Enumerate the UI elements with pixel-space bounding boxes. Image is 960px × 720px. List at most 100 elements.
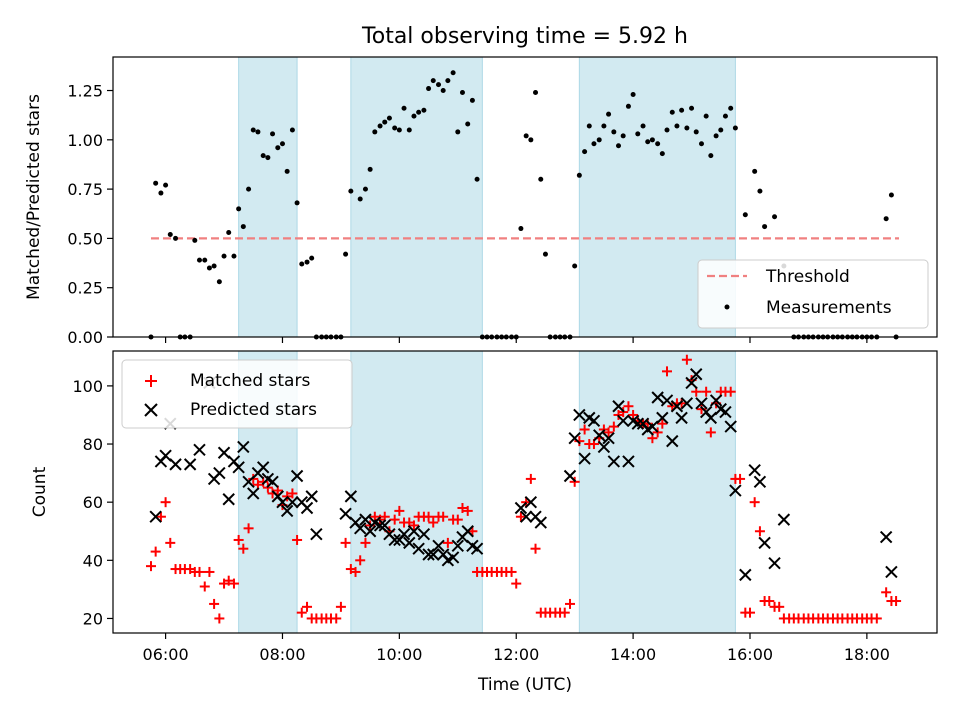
measurement-point — [294, 200, 300, 206]
matched-star-point — [515, 511, 526, 522]
bottom-y-tick-label: 20 — [83, 609, 103, 628]
predicted-star-point — [256, 461, 270, 474]
measurement-point — [430, 78, 436, 84]
measurement-point — [416, 109, 422, 115]
predicted-star-point — [412, 542, 425, 555]
predicted-star-point — [222, 493, 235, 506]
measurement-point — [689, 105, 695, 111]
predicted-star-point — [193, 443, 206, 457]
predicted-star-point — [578, 452, 591, 465]
matched-star-point — [340, 537, 351, 548]
matched-star-point — [608, 421, 619, 432]
bottom-y-tick-label: 80 — [83, 435, 103, 454]
predicted-star-point — [388, 533, 401, 547]
predicted-star-point — [276, 495, 289, 509]
measurement-point — [411, 113, 417, 119]
top-y-axis-label: Matched/Predicted stars — [24, 94, 44, 300]
matched-star-point — [657, 418, 668, 429]
measurement-point — [348, 188, 354, 194]
predicted-star-point — [514, 501, 528, 515]
measurement-point — [158, 190, 164, 196]
predicted-star-point — [339, 507, 352, 521]
measurement-point — [167, 231, 173, 237]
matched-star-point — [452, 514, 463, 525]
predicted-stars-series — [149, 368, 898, 582]
measurement-point — [216, 279, 222, 285]
predicted-star-point — [169, 458, 182, 471]
matched-star-point — [891, 596, 902, 607]
measurement-point — [474, 176, 480, 182]
legend-measurements-label: Measurements — [766, 298, 892, 318]
measurement-point — [246, 186, 252, 192]
predicted-star-point — [568, 432, 581, 445]
predicted-star-point — [597, 440, 611, 454]
predicted-star-point — [286, 495, 299, 509]
predicted-star-point — [149, 510, 162, 523]
matched-star-point — [233, 534, 244, 545]
legend-threshold-label: Threshold — [765, 267, 850, 287]
predicted-star-point — [685, 376, 698, 390]
predicted-star-point — [777, 513, 791, 526]
predicted-star-point — [748, 463, 761, 477]
measurement-point — [523, 133, 529, 139]
measurement-point — [469, 97, 475, 103]
measurement-point — [606, 111, 612, 117]
bottom-legend-frame — [121, 359, 353, 429]
top-y-tick-label: 1.00 — [67, 131, 103, 150]
matched-star-point — [302, 601, 313, 612]
measurement-point — [625, 103, 631, 109]
measurement-point — [445, 78, 451, 84]
measurement-point — [465, 121, 471, 127]
bottom-axes-frame — [112, 350, 938, 634]
matched-star-point — [296, 607, 307, 618]
measurement-point — [153, 180, 159, 186]
measurement-point — [708, 153, 714, 159]
x-tick-label: 12:00 — [493, 645, 539, 664]
predicted-star-point — [695, 397, 708, 410]
predicted-star-point — [432, 539, 445, 552]
predicted-star-point — [753, 475, 767, 489]
measurement-point — [533, 89, 539, 95]
matched-star-point — [442, 537, 453, 548]
predicted-star-point — [622, 455, 635, 468]
measurement-point — [284, 168, 290, 174]
measurement-point — [250, 127, 256, 133]
matched-star-point — [214, 613, 225, 624]
matched-star-point — [603, 427, 614, 438]
legend-matched-swatch — [145, 375, 157, 387]
matched-star-point — [725, 386, 736, 397]
measurement-point — [538, 176, 544, 182]
measurement-point — [883, 216, 889, 222]
measurement-point — [674, 123, 680, 129]
predicted-star-point — [422, 548, 435, 561]
measurement-point — [421, 107, 427, 113]
measurements-series — [148, 70, 899, 340]
matched-star-point — [881, 587, 892, 598]
measurement-point — [713, 133, 719, 139]
predicted-star-point — [534, 516, 547, 529]
matched-star-point — [155, 511, 166, 522]
matched-star-point — [199, 581, 210, 592]
matched-star-point — [871, 613, 882, 624]
measurement-point — [752, 168, 758, 174]
measurement-point — [620, 133, 626, 139]
measurement-point — [382, 119, 388, 125]
matched-star-point — [228, 578, 239, 589]
matched-star-point — [423, 511, 434, 522]
measurement-point — [586, 123, 592, 129]
bottom-legend: Matched stars Predicted stars — [121, 359, 353, 429]
matched-star-point — [676, 398, 687, 409]
predicted-star-point — [397, 527, 411, 541]
predicted-star-point — [237, 440, 250, 454]
top-y-tick-label: 0.00 — [67, 328, 103, 347]
measurement-point — [455, 129, 461, 135]
measurement-point — [582, 149, 588, 155]
predicted-star-point — [739, 568, 752, 582]
legend-predicted-label: Predicted stars — [190, 400, 317, 420]
measurement-point — [236, 206, 242, 212]
measurement-point — [693, 129, 699, 135]
matched-star-point — [243, 523, 254, 534]
measurement-point — [299, 261, 305, 267]
measurement-point — [221, 253, 227, 259]
predicted-star-point — [646, 420, 659, 433]
